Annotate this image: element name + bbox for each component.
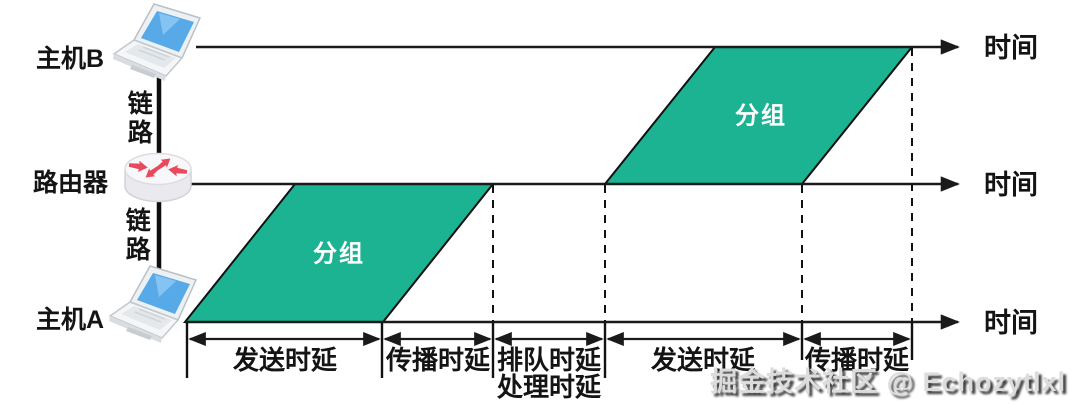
delay-label-processing: 处理时延 [496, 372, 602, 402]
host-a-label: 主机A [36, 306, 105, 334]
router-label: 路由器 [33, 169, 109, 197]
delay-label-prop-1: 传播时延 [385, 345, 491, 375]
delay-ticks [185, 323, 914, 378]
time-label-bottom: 时间 [984, 308, 1038, 338]
packet-label-lower: 分组 [313, 240, 365, 268]
delay-label-prop-2: 传播时延 [804, 345, 910, 375]
router-icon [124, 152, 192, 203]
dashed-guides [492, 48, 913, 322]
laptop-icon-host-b [112, 3, 201, 82]
laptop-icon-host-a [108, 265, 197, 344]
delay-label-send-1: 发送时延 [232, 345, 338, 375]
link-top-label: 链路 [124, 90, 153, 148]
delay-label-send-2: 发送时延 [650, 345, 756, 375]
host-b-label: 主机B [36, 45, 105, 73]
time-label-middle: 时间 [984, 170, 1038, 200]
packet-label-upper: 分组 [735, 102, 787, 130]
watermark-text: 掘金技术社区 @ Echozytlxl [710, 367, 1066, 397]
link-bottom-label: 链路 [122, 207, 151, 265]
time-label-top: 时间 [984, 33, 1038, 63]
delay-label-queuing: 排队时延 [496, 345, 602, 375]
